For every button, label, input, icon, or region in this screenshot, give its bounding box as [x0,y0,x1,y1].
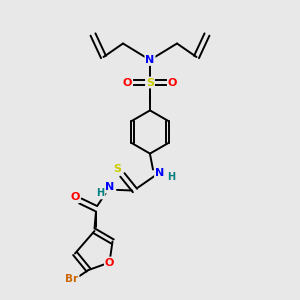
Text: N: N [146,55,154,65]
Text: N: N [105,182,114,193]
Text: S: S [146,77,154,88]
Text: O: O [123,77,132,88]
Text: Br: Br [65,274,79,284]
Text: O: O [70,192,80,202]
Text: N: N [155,167,164,178]
Text: H: H [96,188,105,199]
Text: H: H [167,172,175,182]
Text: S: S [113,164,121,175]
Text: O: O [168,77,177,88]
Text: O: O [105,257,114,268]
